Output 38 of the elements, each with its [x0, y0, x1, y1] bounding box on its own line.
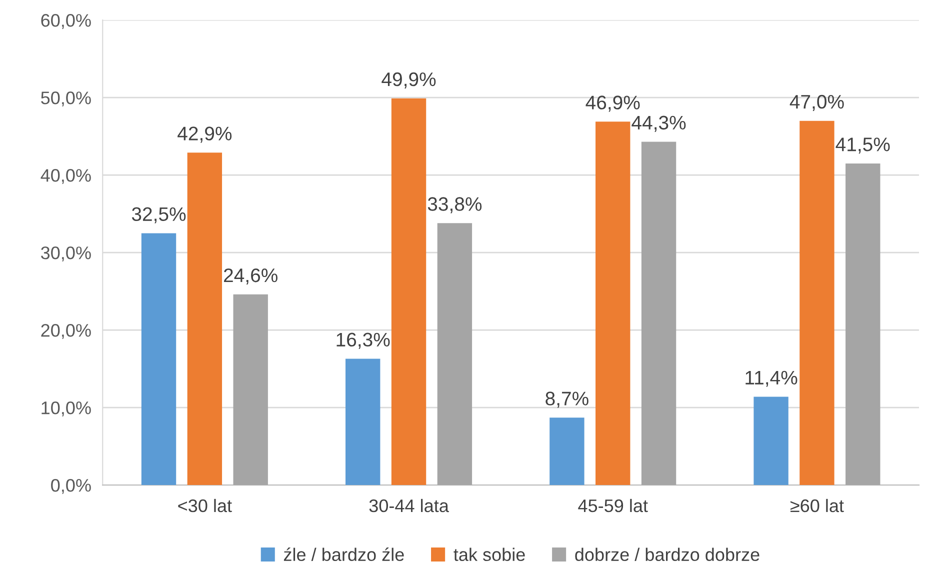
data-label: 49,9% [382, 72, 436, 88]
x-tick-label: 45-59 lat [578, 498, 648, 512]
bar [596, 122, 630, 486]
y-tick-label: 40,0% [40, 169, 91, 184]
x-tick-label: ≥60 lat [790, 498, 844, 512]
legend-label: dobrze / bardzo dobrze [575, 548, 760, 562]
bar [141, 233, 176, 486]
data-label: 32,5% [132, 207, 186, 224]
bar [846, 163, 880, 486]
bar [550, 418, 584, 486]
bar [437, 223, 472, 486]
data-label: 42,9% [178, 126, 232, 143]
data-label: 33,8% [428, 197, 482, 214]
data-label: 47,0% [790, 94, 844, 111]
y-tick-label: 10,0% [42, 401, 91, 416]
data-label: 24,6% [224, 268, 278, 285]
data-label: 11,4% [746, 370, 798, 387]
bar [187, 152, 222, 486]
bar [641, 142, 676, 486]
legend-label: tak sobie [454, 548, 525, 562]
y-tick-label: 50,0% [41, 92, 91, 106]
bar [346, 358, 380, 486]
legend-label: źle / bardzo źle [284, 548, 404, 562]
data-label: 41,5% [836, 138, 890, 154]
bar [391, 98, 426, 486]
y-tick-label: 0,0% [51, 478, 91, 494]
data-label: 44,3% [632, 116, 686, 132]
x-tick-label: <30 lat [178, 498, 232, 512]
data-label: 16,3% [336, 332, 390, 349]
y-tick-label: 30,0% [41, 246, 91, 262]
y-tick-label: 60,0% [41, 14, 91, 29]
bar [233, 294, 268, 486]
bar [754, 396, 788, 486]
x-tick-label: 30-44 lata [369, 498, 449, 512]
y-tick-label: 20,0% [41, 324, 91, 339]
bar [800, 120, 834, 486]
data-label: 46,9% [586, 96, 640, 112]
data-label: 8,7% [546, 392, 588, 408]
